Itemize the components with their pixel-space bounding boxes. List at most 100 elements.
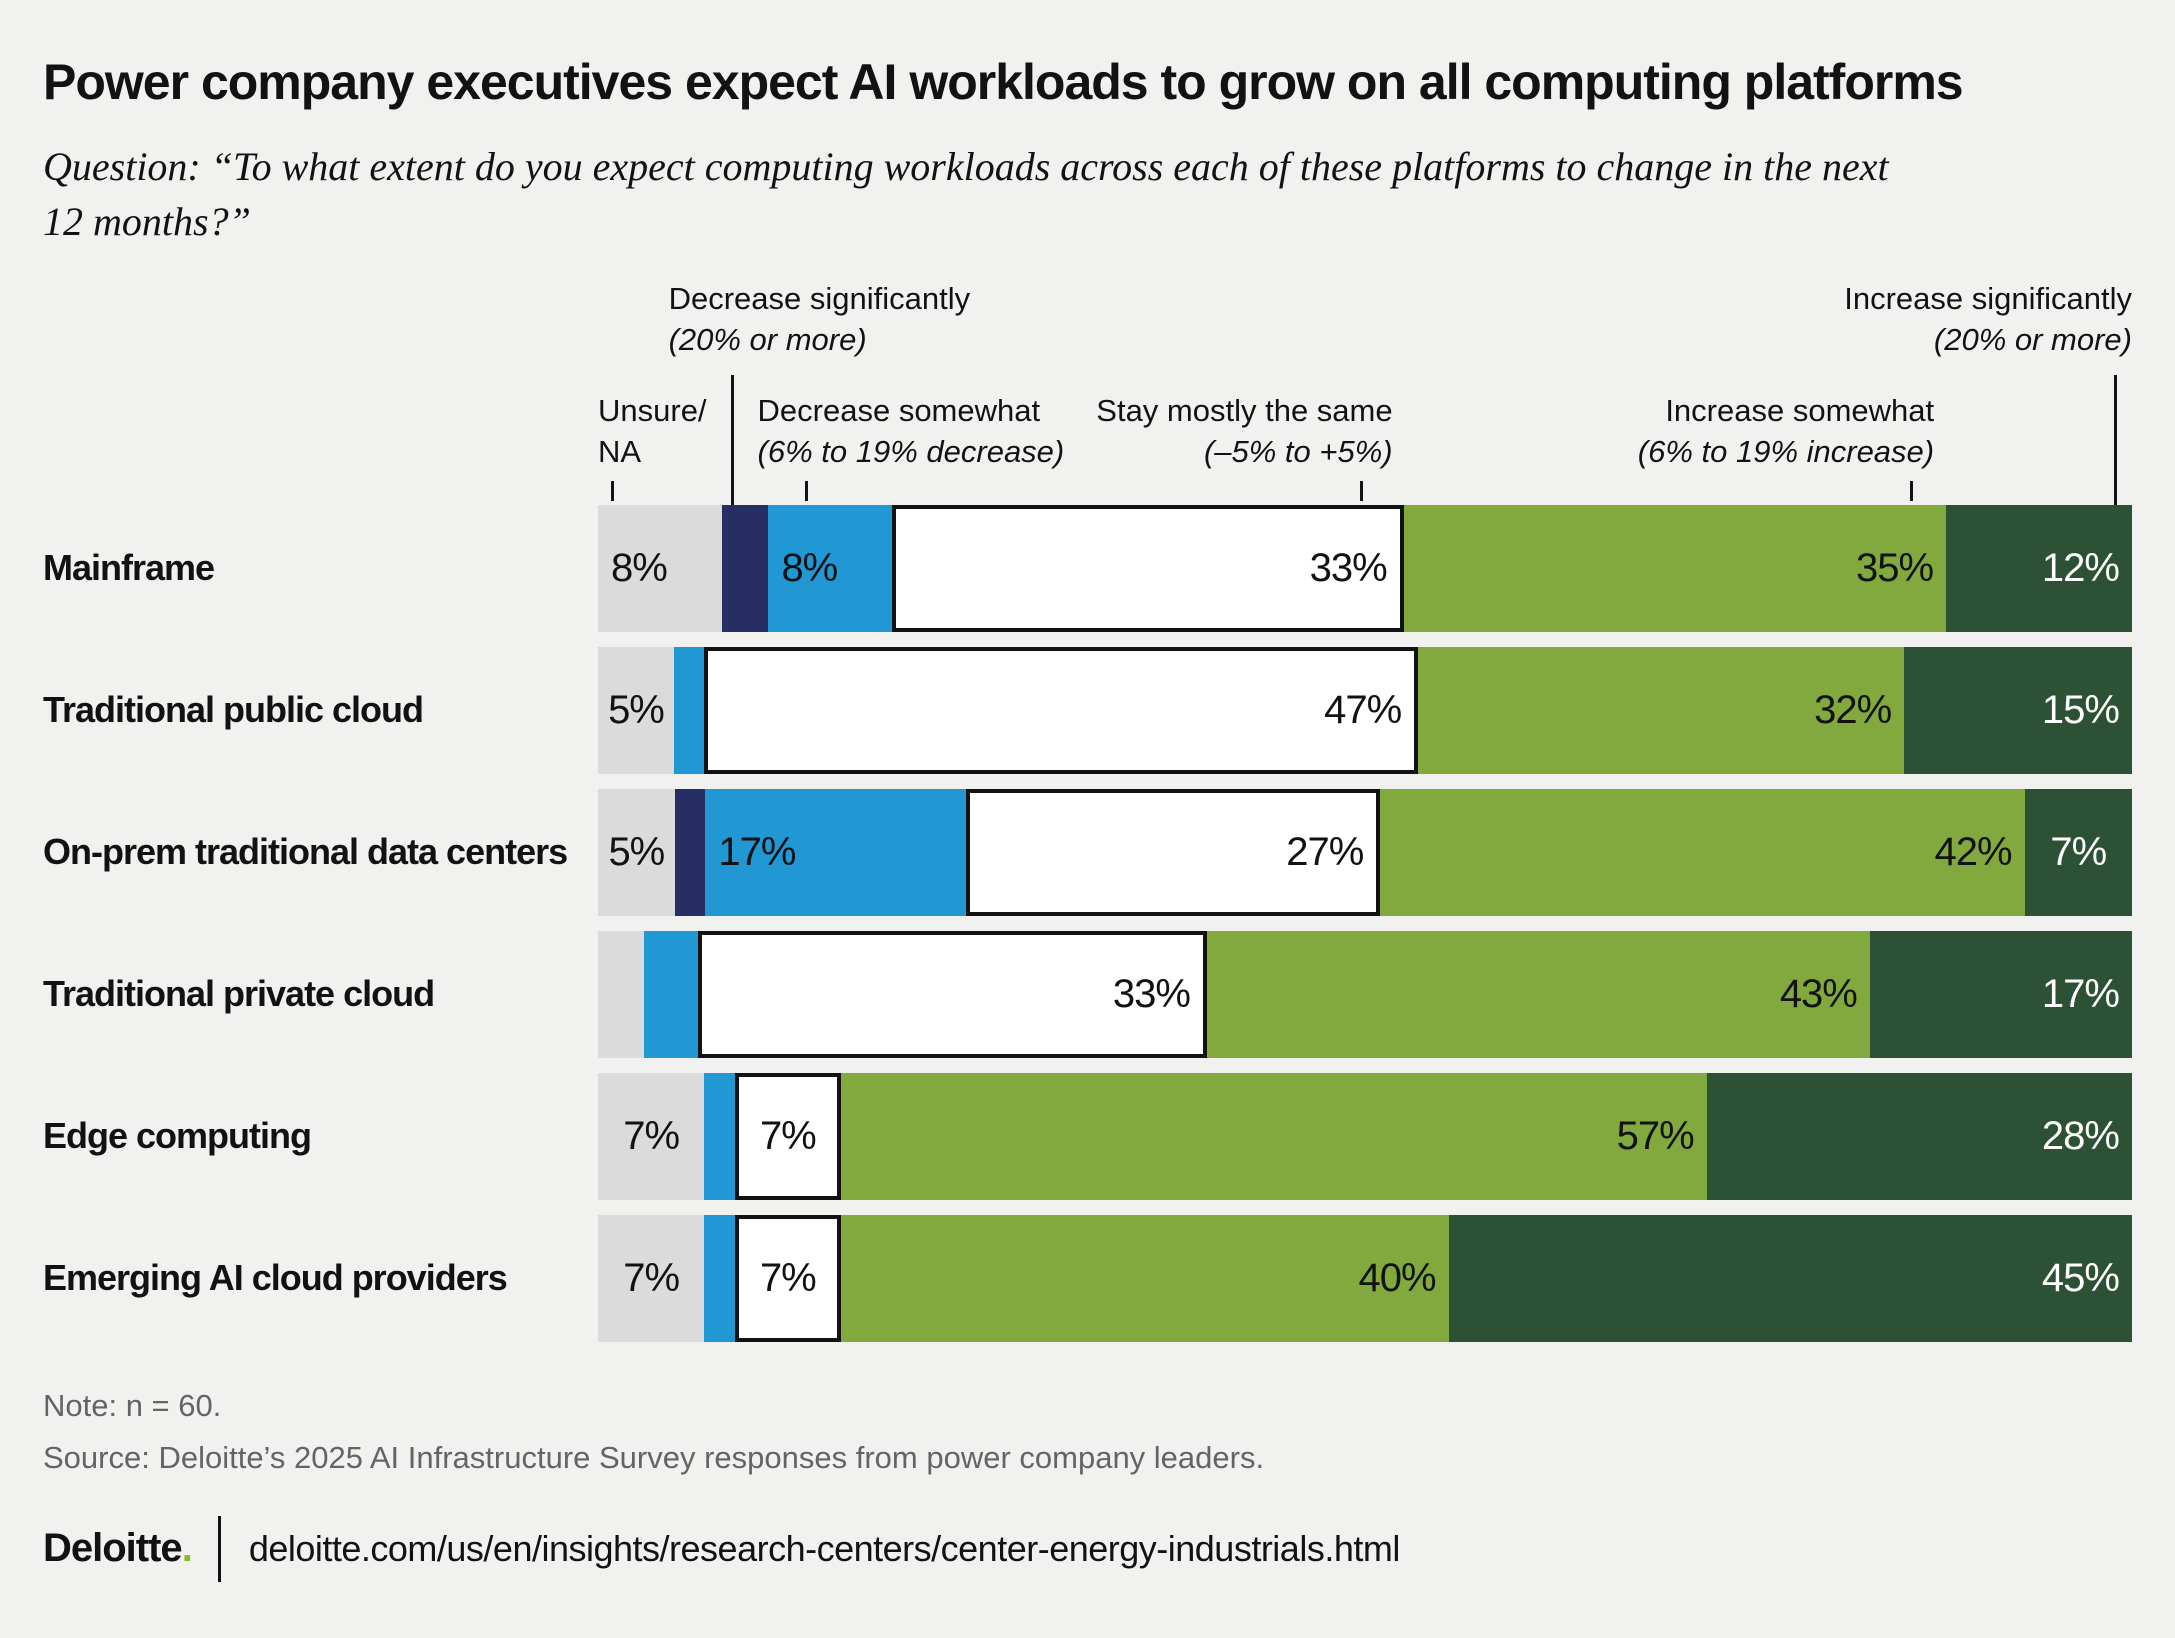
chart-question-line-2: 12 months?”	[43, 198, 251, 244]
legend-label: Stay mostly the same	[1096, 392, 1393, 428]
legend-increase-somewhat: Increase somewhat (6% to 19% increase)	[1638, 391, 1934, 473]
bar-segment-stay: 7%	[734, 1072, 841, 1200]
bar-segment-decrease_somewhat: 17%	[705, 788, 967, 916]
segment-value-label: 33%	[1309, 545, 1388, 590]
stacked-bar: 5% 17% 27% 42% 7%	[598, 788, 2132, 916]
legend-sublabel: (6% to 19% decrease)	[757, 433, 1065, 469]
chart-row: On-prem traditional data centers 5% 17% 27%…	[43, 788, 2132, 916]
legend-sublabel: (20% or more)	[668, 321, 867, 357]
chart-row: Emerging AI cloud providers 7% 7% 40% 45%	[43, 1214, 2132, 1342]
legend-sublabel: (20% or more)	[1933, 321, 2132, 357]
legend-label: Decrease somewhat	[757, 392, 1041, 428]
bar-segment-increase_significantly: 17%	[1869, 930, 2132, 1058]
chart-row: Edge computing 7% 7% 57% 28%	[43, 1072, 2132, 1200]
deloitte-wordmark: Deloitte	[43, 1526, 183, 1571]
bar-segment-stay: 7%	[734, 1214, 841, 1342]
legend-label: NA	[598, 433, 642, 469]
category-label: Emerging AI cloud providers	[43, 1257, 508, 1299]
bar-segment-increase_somewhat: 57%	[841, 1072, 1707, 1200]
stacked-bar: 8% 8% 33% 35% 12%	[598, 504, 2132, 632]
segment-value-label: 5%	[608, 687, 665, 732]
legend-label: Increase somewhat	[1665, 392, 1935, 428]
bar-segment-stay: 33%	[698, 930, 1207, 1058]
segment-value-label: 15%	[2041, 687, 2120, 732]
chart-page: Power company executives expect AI workl…	[43, 54, 2132, 1582]
bar-segment-stay: 27%	[966, 788, 1381, 916]
callout-tick-decrease-somewhat	[805, 480, 809, 501]
chart-row: Mainframe 8% 8% 33% 35% 12%	[43, 504, 2132, 632]
legend-sublabel: (–5% to +5%)	[1203, 433, 1393, 469]
segment-value-label: 12%	[2041, 545, 2120, 590]
legend-area: Decrease significantly (20% or more) Inc…	[598, 281, 2132, 505]
bar-segment-increase_significantly: 28%	[1706, 1072, 2132, 1200]
bar-segment-decrease_somewhat	[704, 1072, 735, 1200]
bar-segment-increase_significantly: 7%	[2024, 788, 2132, 916]
bar-segment-increase_somewhat: 40%	[841, 1214, 1449, 1342]
bar-segment-increase_somewhat: 43%	[1206, 930, 1870, 1058]
stacked-bar: 7% 7% 40% 45%	[598, 1214, 2132, 1342]
segment-value-label: 7%	[759, 1113, 817, 1158]
segment-value-label: 17%	[2041, 971, 2120, 1016]
segment-value-label: 7%	[623, 1255, 680, 1300]
footer-url: deloitte.com/us/en/insights/research-cen…	[248, 1527, 1401, 1569]
legend-increase-significantly: Increase significantly (20% or more)	[1844, 279, 2132, 361]
segment-value-label: 8%	[781, 545, 838, 590]
callout-tick-stay	[1360, 480, 1364, 501]
bar-segment-increase_somewhat: 32%	[1418, 646, 1905, 774]
category-label: Traditional public cloud	[43, 689, 424, 731]
segment-value-label: 35%	[1855, 545, 1934, 590]
bar-segment-unsure: 7%	[598, 1214, 705, 1342]
bar-segment-decrease_somewhat	[644, 930, 699, 1058]
segment-value-label: 7%	[759, 1255, 817, 1300]
chart-notes: Note: n = 60. Source: Deloitte’s 2025 AI…	[43, 1388, 2132, 1476]
segment-value-label: 5%	[608, 829, 665, 874]
footer-brand-row: Deloitte. deloitte.com/us/en/insights/re…	[43, 1515, 2132, 1582]
note-text: Note: n = 60.	[43, 1387, 222, 1423]
legend-decrease-significantly: Decrease significantly (20% or more)	[669, 279, 971, 361]
bar-segment-increase_significantly: 15%	[1904, 646, 2132, 774]
page-title: Power company executives expect AI workl…	[43, 54, 1964, 110]
chart-question-line-1: Question: “To what extent do you expect …	[43, 143, 1889, 189]
legend-label: Unsure/	[598, 392, 707, 428]
source-text: Source: Deloitte’s 2025 AI Infrastructur…	[43, 1439, 1265, 1475]
bar-segment-stay: 33%	[892, 504, 1404, 632]
stacked-bar: 7% 7% 57% 28%	[598, 1072, 2132, 1200]
deloitte-green-dot: .	[181, 1526, 193, 1571]
callout-tick-increase-somewhat	[1909, 480, 1913, 501]
bar-segment-unsure: 5%	[598, 646, 674, 774]
bar-segment-increase_significantly: 12%	[1946, 504, 2132, 632]
bar-segment-decrease_somewhat	[673, 646, 705, 774]
bar-segment-decrease_somewhat: 8%	[768, 504, 893, 632]
legend-stay-mostly-same: Stay mostly the same (–5% to +5%)	[1096, 391, 1392, 473]
bar-segment-decrease_significantly	[674, 788, 706, 916]
legend-label: Decrease significantly	[668, 280, 971, 316]
legend-unsure-na: Unsure/ NA	[598, 391, 707, 473]
bar-segment-stay: 47%	[704, 646, 1419, 774]
legend-label: Increase significantly	[1844, 280, 2132, 316]
segment-value-label: 17%	[718, 829, 796, 874]
legend-decrease-somewhat: Decrease somewhat (6% to 19% decrease)	[758, 391, 1065, 473]
chart-row: Traditional private cloud 33% 43% 17%	[43, 930, 2132, 1058]
stacked-bar: 5% 47% 32% 15%	[598, 646, 2132, 774]
chart-question: Question: “To what extent do you expect …	[43, 139, 2132, 249]
bar-segment-increase_somewhat: 35%	[1403, 504, 1947, 632]
category-label: Edge computing	[43, 1115, 312, 1157]
bar-segment-increase_significantly: 45%	[1448, 1214, 2132, 1342]
stacked-bar: 33% 43% 17%	[598, 930, 2132, 1058]
segment-value-label: 7%	[623, 1113, 680, 1158]
segment-value-label: 43%	[1779, 971, 1858, 1016]
segment-value-label: 32%	[1814, 687, 1892, 732]
category-label: Traditional private cloud	[43, 973, 435, 1015]
bar-segment-unsure: 8%	[598, 504, 722, 632]
callout-line-decrease-significantly	[731, 374, 735, 505]
bar-segment-unsure: 7%	[598, 1072, 705, 1200]
footer-divider	[217, 1515, 221, 1582]
legend-sublabel: (6% to 19% increase)	[1637, 433, 1935, 469]
chart-row: Traditional public cloud 5% 47% 32% 15%	[43, 646, 2132, 774]
segment-value-label: 40%	[1358, 1255, 1436, 1300]
segment-value-label: 7%	[2050, 829, 2107, 874]
segment-value-label: 57%	[1616, 1113, 1695, 1158]
bar-segment-unsure	[598, 930, 645, 1058]
callout-line-increase-significantly	[2113, 374, 2117, 505]
segment-value-label: 33%	[1112, 971, 1191, 1016]
